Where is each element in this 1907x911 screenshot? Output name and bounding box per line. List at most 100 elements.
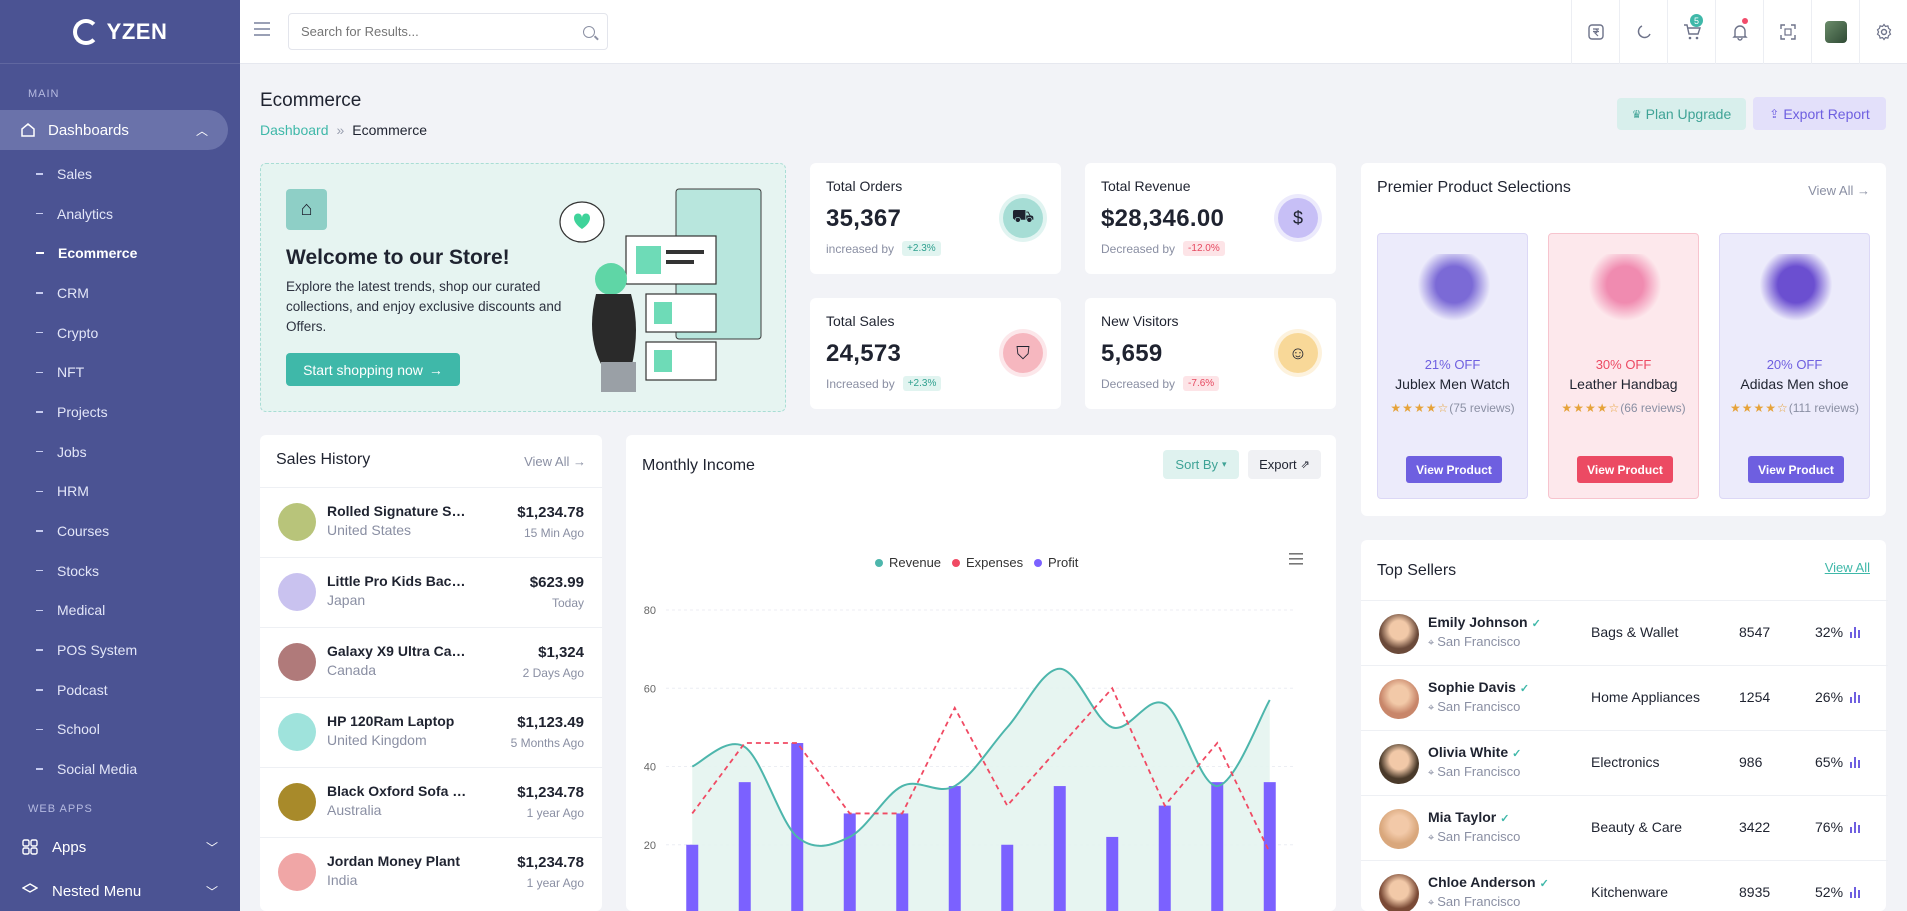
profit-bar[interactable]	[1263, 782, 1276, 911]
profit-bar[interactable]	[791, 743, 804, 911]
bar-chart-icon	[1850, 886, 1861, 898]
avatar	[1379, 744, 1419, 784]
breadcrumb-home[interactable]: Dashboard	[260, 122, 329, 138]
plan-upgrade-button[interactable]: ♛ Plan Upgrade	[1617, 98, 1746, 130]
sales-history-row[interactable]: Little Pro Kids Backp... Japan $623.99 Toda…	[260, 557, 602, 627]
theme-toggle-button[interactable]	[1619, 0, 1667, 64]
page-header: Ecommerce Dashboard » Ecommerce	[260, 90, 427, 138]
avatar	[1824, 21, 1847, 43]
chart-menu-icon[interactable]	[1289, 563, 1303, 565]
stat-change-badge: +2.3%	[902, 376, 942, 391]
sales-history-row[interactable]: HP 120Ram Laptop United Kingdom $1,123.49 5…	[260, 697, 602, 767]
sidebar-item-jobs[interactable]: Jobs	[0, 432, 240, 472]
store-icon: ⌂	[286, 189, 327, 230]
profile-button[interactable]	[1811, 0, 1859, 64]
sidebar-item-label: Social Media	[57, 761, 138, 778]
sales-history-row[interactable]: Rolled Signature Sce... United States $1,2…	[260, 487, 602, 557]
export-button[interactable]: Export ⇗	[1248, 450, 1321, 479]
export-report-button[interactable]: ⇪ Export Report	[1753, 97, 1886, 130]
notifications-button[interactable]	[1715, 0, 1763, 64]
seller-row[interactable]: Olivia White ✓ ⌖ San Francisco Electronics 9…	[1361, 730, 1888, 795]
sales-history-view-all[interactable]: View All →	[524, 454, 586, 469]
sidebar-item-medical[interactable]: Medical	[0, 591, 240, 631]
profit-bar[interactable]	[948, 786, 961, 911]
currency-button[interactable]	[1571, 0, 1619, 64]
sales-history-row[interactable]: Galaxy X9 Ultra Cam... Canada $1,324 2 Days…	[260, 627, 602, 697]
sidebar-item-pos-system[interactable]: POS System	[0, 630, 240, 670]
top-sellers-view-all[interactable]: View All	[1824, 560, 1870, 575]
product-card: 30% OFF Leather Handbag ★★★★☆(66 reviews) V…	[1548, 233, 1699, 499]
sidebar-item-ecommerce[interactable]: Ecommerce	[0, 233, 240, 273]
profit-bar[interactable]	[1158, 805, 1171, 911]
view-product-button[interactable]: View Product	[1577, 456, 1673, 483]
sales-history-title: Sales History	[276, 451, 371, 468]
legend-label[interactable]: Expenses	[966, 555, 1024, 570]
layers-icon	[22, 883, 38, 893]
logo[interactable]: YZEN	[0, 0, 240, 64]
cart-button[interactable]: 5	[1667, 0, 1715, 64]
sidebar-item-hrm[interactable]: HRM	[0, 472, 240, 512]
legend-label[interactable]: Revenue	[889, 555, 941, 570]
cart-icon	[1683, 24, 1701, 40]
bar-chart-icon-bar	[1854, 627, 1856, 638]
settings-button[interactable]	[1859, 0, 1907, 64]
sidebar-item-courses[interactable]: Courses	[0, 511, 240, 551]
start-shopping-label: Start shopping now	[303, 361, 423, 378]
chart-menu-icon[interactable]	[1289, 553, 1303, 555]
sales-history-row[interactable]: Jordan Money Plant India $1,234.78 1 year A…	[260, 837, 602, 907]
chart-menu-icon[interactable]	[1289, 558, 1303, 560]
seller-row[interactable]: Emily Johnson ✓ ⌖ San Francisco Bags & Wall…	[1361, 600, 1888, 665]
profit-bar[interactable]	[1211, 782, 1224, 911]
stat-value: 5,659	[1101, 340, 1163, 367]
product-name: Jordan Money Plant	[327, 853, 461, 869]
profit-bar[interactable]	[1106, 836, 1119, 911]
sidebar-item-stocks[interactable]: Stocks	[0, 551, 240, 591]
sidebar-item-social-media[interactable]: Social Media	[0, 749, 240, 789]
seller-count: 3422	[1739, 819, 1771, 835]
stat-change-badge: -12.0%	[1183, 241, 1225, 256]
premier-products-card: Premier Product Selections View All → 21…	[1361, 163, 1886, 516]
profit-bar[interactable]	[843, 813, 856, 911]
sidebar-item-dashboards[interactable]: Dashboards ︿	[0, 110, 228, 150]
product-image	[1418, 254, 1490, 322]
seller-row[interactable]: Chloe Anderson ✓ ⌖ San Francisco Kitchenwar…	[1361, 860, 1888, 911]
sort-by-dropdown[interactable]: Sort By ▾	[1163, 450, 1239, 479]
menu-toggle-icon[interactable]	[254, 22, 270, 36]
sidebar-item-crypto[interactable]: Crypto	[0, 313, 240, 353]
legend-label[interactable]: Profit	[1048, 555, 1079, 570]
stat-label: Total Revenue	[1101, 178, 1191, 194]
profit-bar[interactable]	[896, 813, 909, 911]
fullscreen-button[interactable]	[1763, 0, 1811, 64]
sidebar-item-crm[interactable]: CRM	[0, 273, 240, 313]
seller-percent: 26%	[1815, 689, 1844, 705]
sidebar-item-apps[interactable]: Apps ﹀	[0, 825, 240, 869]
search-icon[interactable]	[583, 25, 595, 38]
sidebar-item-analytics[interactable]: Analytics	[0, 194, 240, 234]
seller-row[interactable]: Mia Taylor ✓ ⌖ San Francisco Beauty & Care 3…	[1361, 795, 1888, 860]
premier-view-all[interactable]: View All →	[1808, 183, 1870, 198]
sidebar-item-projects[interactable]: Projects	[0, 392, 240, 432]
profit-bar[interactable]	[686, 844, 699, 911]
sales-history-row[interactable]: Black Oxford Sofa Set Australia $1,234.78 1…	[260, 767, 602, 837]
product-card: 20% OFF Adidas Men shoe ★★★★☆(111 reviews)…	[1719, 233, 1870, 499]
view-product-button[interactable]: View Product	[1406, 456, 1502, 483]
profit-bar[interactable]	[1001, 844, 1014, 911]
sidebar-item-sales[interactable]: Sales	[0, 154, 240, 194]
sale-time: Today	[551, 596, 584, 610]
seller-row[interactable]: Sophie Davis ✓ ⌖ San Francisco Home Applian…	[1361, 665, 1888, 730]
product-country: United States	[327, 522, 412, 538]
search-box[interactable]	[288, 13, 608, 50]
star-rating-icon: ★★★★☆	[1561, 401, 1621, 415]
profit-bar[interactable]	[738, 782, 751, 911]
sidebar-item-podcast[interactable]: Podcast	[0, 670, 240, 710]
sidebar-item-nft[interactable]: NFT	[0, 352, 240, 392]
bar-chart-icon-bar	[1850, 762, 1852, 768]
sidebar-item-nested-menu[interactable]: Nested Menu ﹀	[0, 869, 240, 911]
legend-marker	[952, 559, 960, 567]
profit-bar[interactable]	[1053, 786, 1066, 911]
search-input[interactable]	[301, 24, 583, 39]
start-shopping-button[interactable]: Start shopping now →	[286, 353, 460, 386]
gear-icon	[1876, 23, 1891, 41]
sidebar-item-school[interactable]: School	[0, 710, 240, 750]
view-product-button[interactable]: View Product	[1748, 456, 1844, 483]
